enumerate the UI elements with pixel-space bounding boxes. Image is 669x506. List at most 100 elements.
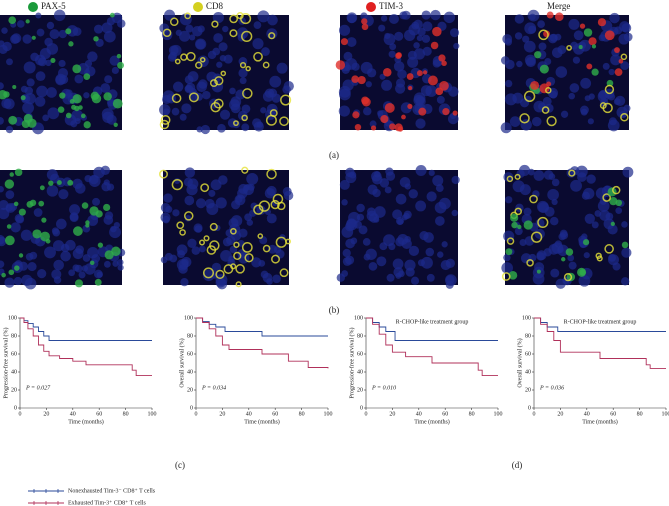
nucleus (500, 122, 512, 134)
nucleus (397, 233, 409, 245)
cell (586, 63, 593, 70)
nucleus (543, 170, 554, 180)
x-tick-label: 0 (533, 411, 536, 417)
nucleus (238, 68, 248, 78)
cell (588, 37, 597, 46)
nucleus (432, 175, 444, 187)
y-tick-label: 20 (525, 387, 531, 393)
nucleus (568, 18, 580, 30)
nucleus (194, 225, 203, 233)
nucleus (597, 200, 610, 212)
nucleus (580, 77, 592, 89)
nucleus (87, 51, 98, 62)
nucleus (212, 47, 221, 56)
nucleus (379, 73, 386, 80)
nucleus (0, 236, 7, 247)
x-axis-label: Time (months) (244, 418, 280, 425)
cell (31, 35, 36, 40)
nucleus (46, 87, 57, 98)
cell (578, 45, 583, 50)
nucleus (385, 167, 394, 176)
cell (546, 81, 552, 87)
nucleus (171, 107, 180, 116)
cell (265, 114, 277, 126)
y-tick-label: 100 (184, 315, 193, 321)
nucleus (587, 118, 594, 125)
cell (428, 75, 438, 86)
cell (514, 173, 521, 180)
nucleus (551, 178, 560, 187)
y-tick-label: 0 (360, 405, 363, 411)
nucleus (421, 10, 431, 20)
nucleus (567, 254, 575, 262)
nucleus (435, 216, 445, 226)
cell (188, 92, 199, 103)
nucleus (10, 34, 20, 44)
nucleus (112, 260, 119, 267)
nucleus (621, 221, 628, 228)
nucleus (362, 238, 371, 246)
cell (89, 206, 99, 216)
cell (536, 269, 541, 274)
channel-dot (193, 2, 203, 12)
y-tick-label: 40 (11, 369, 17, 375)
cell (270, 199, 280, 210)
nucleus (10, 222, 21, 233)
nucleus (23, 61, 36, 74)
nucleus (51, 227, 60, 235)
cell (554, 12, 564, 22)
cell (612, 185, 621, 195)
nucleus (228, 218, 239, 228)
cell (83, 73, 91, 80)
annotation: P = 0.036 (539, 386, 564, 392)
nucleus (395, 78, 406, 88)
nucleus (416, 35, 423, 42)
cell (169, 17, 179, 27)
nucleus (543, 248, 552, 257)
nucleus (46, 21, 55, 30)
nucleus (181, 258, 189, 266)
nucleus (395, 193, 407, 205)
nucleus (18, 261, 28, 271)
nucleus (397, 218, 404, 225)
cell (113, 122, 118, 127)
cell (103, 203, 111, 212)
nucleus (94, 269, 103, 279)
nucleus (13, 276, 23, 286)
nucleus (106, 183, 115, 191)
nucleus (16, 20, 25, 28)
cell (233, 241, 240, 248)
x-tick-label: 80 (299, 411, 305, 417)
nucleus (103, 260, 111, 268)
cell (183, 211, 194, 221)
cell (279, 268, 289, 278)
nucleus (192, 25, 203, 37)
nucleus (179, 13, 192, 26)
nucleus (615, 207, 623, 214)
nucleus (58, 29, 68, 39)
nucleus (425, 85, 438, 97)
nucleus (204, 198, 215, 209)
nucleus (613, 98, 621, 105)
nucleus (389, 13, 399, 24)
nucleus (215, 277, 226, 288)
nucleus (53, 9, 66, 22)
nucleus (445, 258, 455, 268)
y-tick-label: 80 (357, 333, 363, 339)
cell (184, 12, 192, 20)
cell (435, 87, 444, 96)
x-tick-label: 40 (416, 411, 422, 417)
nucleus (259, 236, 268, 245)
cell (26, 200, 34, 208)
nucleus (266, 185, 277, 197)
micrograph (158, 166, 294, 290)
nucleus (250, 202, 258, 210)
cell (610, 221, 615, 227)
cell (93, 36, 99, 42)
nucleus (222, 25, 229, 33)
x-tick-label: 100 (148, 411, 157, 417)
cell (241, 242, 253, 253)
cell (72, 64, 82, 74)
cell (211, 20, 219, 28)
x-tick-label: 60 (610, 411, 616, 417)
